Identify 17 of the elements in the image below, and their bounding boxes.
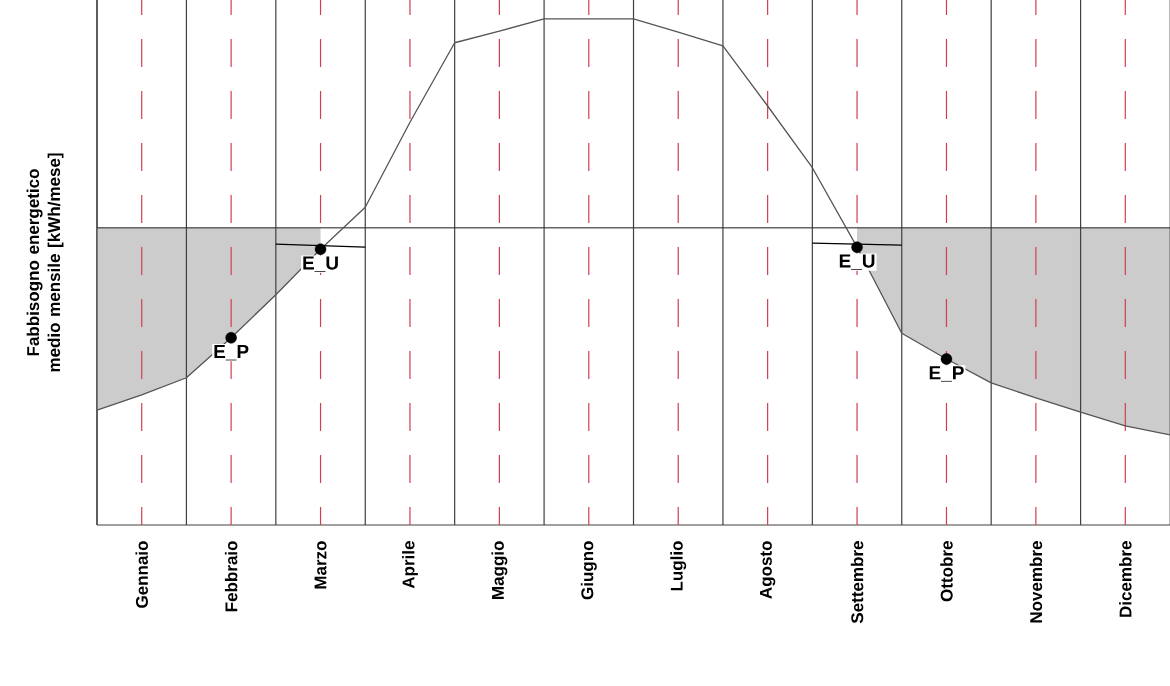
annotation: E_P: [214, 344, 249, 361]
x-tick-label: Agosto: [759, 541, 776, 599]
y-axis-title: Fabbisogno energetico medio mensile [kWh/mese]: [26, 153, 64, 372]
x-tick-label: Giugno: [580, 541, 597, 600]
x-tick-label: Febbraio: [224, 541, 238, 612]
x-tick-label: Dicembre: [1119, 541, 1132, 617]
x-tick-label: Maggio: [491, 541, 508, 599]
x-tick-label: Novembre: [1029, 541, 1043, 623]
x-tick-label: Aprile: [402, 541, 418, 589]
annotation: E_P: [929, 366, 964, 382]
annotation: E_U: [839, 254, 875, 270]
annotation: E_U: [303, 256, 338, 272]
x-tick-label: Ottobre: [940, 541, 953, 602]
x-tick-label: Luglio: [670, 541, 687, 591]
x-tick-label: Settembre: [850, 541, 864, 624]
x-tick-label: Gennaio: [135, 541, 148, 608]
x-tick-label: Marzo: [314, 541, 327, 589]
